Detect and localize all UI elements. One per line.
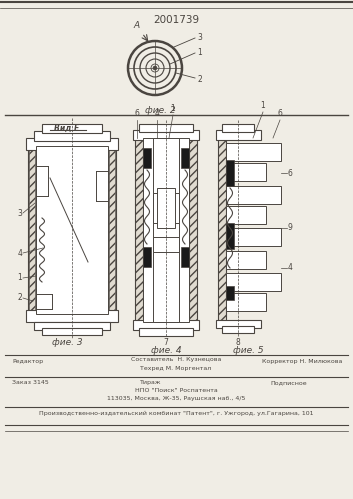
Text: 7: 7 [163, 338, 168, 347]
Text: 6: 6 [288, 169, 293, 178]
Text: фие. 5: фие. 5 [233, 346, 263, 355]
Bar [226, 223, 234, 249]
Text: НПО "Поиск" Роспатента: НПО "Поиск" Роспатента [134, 388, 217, 393]
Text: Корректор Н. Милюкова: Корректор Н. Милюкова [262, 359, 342, 364]
Text: фие. 2: фие. 2 [145, 106, 175, 115]
Text: Производственно-издательский комбинат "Патент", г. Ужгород, ул.Гагарина, 101: Производственно-издательский комбинат "П… [39, 411, 313, 416]
Bar [226, 228, 281, 246]
Text: Редактор: Редактор [12, 359, 43, 364]
Text: 1: 1 [17, 273, 22, 282]
Text: 1: 1 [261, 101, 265, 110]
Bar [26, 310, 118, 322]
Bar [226, 143, 281, 161]
Bar [34, 131, 110, 141]
Bar [135, 138, 143, 322]
Bar [109, 150, 115, 310]
Bar [139, 124, 193, 132]
Bar [139, 328, 193, 336]
Bar [153, 138, 179, 322]
Text: Составитель  Н. Кузнецова: Составитель Н. Кузнецова [131, 357, 221, 362]
Text: 1: 1 [170, 104, 175, 113]
Text: 6: 6 [134, 109, 139, 118]
Bar [34, 322, 110, 330]
Bar [133, 320, 199, 330]
Bar [226, 186, 281, 204]
Bar [143, 138, 189, 322]
Text: Тираж: Тираж [140, 380, 162, 385]
Text: Вид Е: Вид Е [54, 124, 80, 133]
Bar [181, 148, 189, 168]
Bar [42, 124, 102, 133]
Bar [181, 247, 189, 267]
Bar [222, 326, 254, 333]
Text: 8: 8 [235, 338, 240, 347]
Text: 4: 4 [17, 249, 22, 257]
Text: Заказ 3145: Заказ 3145 [12, 380, 49, 385]
Bar [218, 138, 226, 322]
Text: 2001739: 2001739 [153, 15, 199, 25]
Text: 9: 9 [288, 224, 293, 233]
Bar [222, 124, 254, 132]
Bar [153, 193, 179, 223]
Bar [108, 146, 116, 314]
Bar [42, 328, 102, 335]
Bar [216, 130, 261, 140]
Bar [226, 163, 266, 181]
Text: 1: 1 [197, 47, 202, 56]
Text: А: А [134, 21, 140, 30]
Bar [153, 237, 179, 252]
Bar [226, 286, 234, 300]
Bar [226, 160, 234, 186]
Text: 4: 4 [155, 109, 160, 118]
Circle shape [153, 66, 157, 70]
Bar [143, 148, 151, 168]
Bar [143, 247, 151, 267]
Bar [226, 251, 266, 269]
Bar [29, 150, 35, 310]
Bar [133, 130, 199, 140]
Text: Подписное: Подписное [270, 380, 307, 385]
Text: 113035, Москва, Ж-35, Раушская наб., 4/5: 113035, Москва, Ж-35, Раушская наб., 4/5 [107, 396, 245, 401]
Bar [226, 293, 266, 311]
Text: 6: 6 [277, 109, 282, 118]
Bar [26, 138, 118, 150]
Bar [216, 320, 261, 328]
Bar [28, 146, 36, 314]
Bar [189, 138, 197, 322]
Bar [36, 146, 108, 314]
Text: Техред М. Моргентал: Техред М. Моргентал [140, 366, 212, 371]
Text: 4: 4 [288, 263, 293, 272]
Text: 2: 2 [197, 74, 202, 83]
Bar [226, 273, 281, 291]
Text: 2: 2 [17, 293, 22, 302]
Text: фие. 4: фие. 4 [151, 346, 181, 355]
Bar [226, 206, 266, 224]
Text: фие. 3: фие. 3 [52, 338, 82, 347]
Bar [157, 188, 175, 228]
Text: 3: 3 [17, 209, 22, 218]
Text: 3: 3 [197, 32, 202, 41]
